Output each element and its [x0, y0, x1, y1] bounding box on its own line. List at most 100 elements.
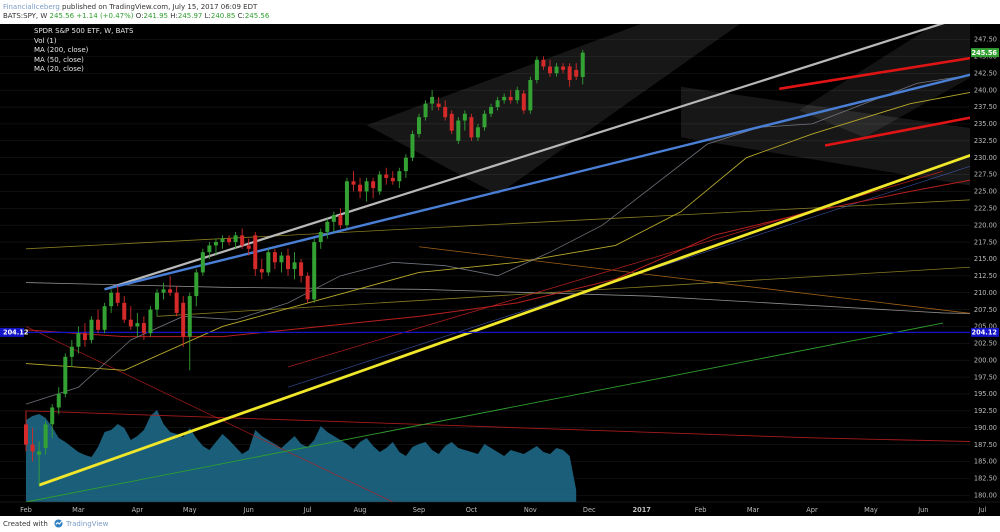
- yellow-fan-line-2: [156, 264, 1000, 317]
- candle-body: [233, 235, 238, 243]
- current-price-badge: 245.56: [972, 49, 998, 57]
- author-link[interactable]: FinancialIceberg: [3, 3, 60, 11]
- candle-body: [462, 113, 467, 121]
- close-label: C:: [237, 12, 245, 20]
- price-axis-label: 182.50: [974, 475, 997, 483]
- publish-line: FinancialIceberg published on TradingVie…: [3, 3, 257, 11]
- close-value: 245.56: [244, 12, 270, 20]
- time-axis-label: Mar: [747, 506, 760, 514]
- price-axis-label: 215.00: [974, 255, 997, 263]
- last-price: 245.56: [49, 12, 75, 20]
- time-axis-label: Nov: [524, 506, 537, 514]
- candle-body: [397, 171, 402, 182]
- time-axis-label: Feb: [695, 506, 707, 514]
- price-axis-label: 222.50: [974, 204, 997, 212]
- gray-trend-line: [104, 24, 945, 291]
- candle-body: [56, 393, 61, 408]
- left-level-badge: 204.12: [3, 329, 29, 337]
- candle-body: [115, 292, 120, 303]
- price-axis-label: 197.50: [974, 373, 997, 381]
- candle-body: [279, 255, 284, 263]
- candle-body: [338, 215, 343, 226]
- price-axis-label: 240.00: [974, 86, 997, 94]
- legend-volume: Vol (1): [34, 36, 57, 45]
- candle-body: [253, 235, 258, 270]
- price-axis-label: 185.00: [974, 458, 997, 466]
- candle-body: [240, 235, 245, 246]
- price-axis-label: 192.50: [974, 407, 997, 415]
- candle-body: [390, 177, 395, 182]
- price-axis-label: 232.50: [974, 137, 997, 145]
- chart-legend: SPDR S&P 500 ETF, W, BATS Vol (1) MA (20…: [34, 27, 133, 75]
- candle-body: [495, 100, 500, 108]
- candle-body: [155, 292, 159, 310]
- price-channel-shade: [366, 24, 740, 195]
- candle-body: [141, 323, 146, 334]
- price-axis-label: 187.50: [974, 441, 997, 449]
- candle-body: [24, 424, 28, 445]
- candle-body: [574, 69, 579, 77]
- level-price-badge: 204.12: [972, 329, 998, 337]
- candle-body: [384, 174, 389, 178]
- time-axis-label: Apr: [806, 506, 818, 514]
- candle-body: [135, 323, 140, 327]
- chart-area[interactable]: 247.50245.00242.50240.00237.50235.00232.…: [0, 24, 1000, 516]
- green-trend-line: [25, 322, 944, 503]
- time-axis-label: Jun: [917, 506, 928, 514]
- candle-body: [109, 292, 114, 307]
- candle-body: [482, 113, 487, 128]
- candle-body: [469, 117, 474, 138]
- candle-body: [541, 59, 546, 67]
- price-axis-label: 220.00: [974, 221, 997, 229]
- candle-body: [410, 134, 415, 158]
- candle-body: [200, 252, 205, 273]
- candle-body: [318, 231, 323, 243]
- candle-body: [534, 59, 539, 81]
- candle-body: [286, 255, 290, 270]
- time-axis-label: Jul: [977, 506, 986, 514]
- high-label: H:: [170, 12, 178, 20]
- volume-area: [26, 410, 577, 502]
- price-axis-label: 230.00: [974, 154, 997, 162]
- candle-body: [417, 117, 421, 135]
- candle-body: [82, 333, 87, 340]
- candle-body: [181, 302, 186, 337]
- tradingview-link[interactable]: TradingView: [66, 520, 109, 528]
- chart-canvas[interactable]: 247.50245.00242.50240.00237.50235.00232.…: [0, 24, 1000, 516]
- candle-body: [69, 346, 74, 357]
- candle-body: [102, 306, 107, 330]
- legend-ma20: MA (20, close): [34, 65, 84, 73]
- candle-body: [423, 103, 428, 118]
- candle-body: [325, 221, 330, 232]
- candle-body: [207, 245, 212, 253]
- change-value: +1.14 (+0.47%): [76, 12, 134, 20]
- candle-body: [30, 444, 35, 452]
- tradingview-logo-icon: [54, 519, 63, 528]
- candle-body: [37, 451, 42, 455]
- low-label: L:: [204, 12, 211, 20]
- time-axis-label: Oct: [466, 506, 478, 514]
- candle-body: [227, 238, 232, 243]
- candle-body: [246, 245, 251, 249]
- candle-body: [567, 66, 572, 81]
- red-channel-bottom-line: [824, 110, 1000, 147]
- price-axis-label: 237.50: [974, 103, 997, 111]
- price-axis-label: 212.50: [974, 272, 997, 280]
- red-channel-top-line: [779, 51, 1000, 91]
- time-axis-label: Feb: [20, 506, 32, 514]
- candle-body: [220, 238, 225, 243]
- candle-body: [508, 96, 513, 101]
- candle-body: [489, 107, 494, 114]
- time-axis-label: Apr: [132, 506, 144, 514]
- candle-body: [515, 90, 520, 101]
- chart-footer: Created with TradingView: [0, 516, 1000, 532]
- current-price-badge-bg: [971, 48, 999, 58]
- time-axis-label: 2017: [633, 506, 652, 514]
- candle-body: [456, 120, 461, 141]
- legend-ma200: MA (200, close): [34, 46, 89, 54]
- left-level-badge-bg: [0, 327, 24, 337]
- price-axis-label: 247.50: [974, 36, 997, 44]
- time-axis-label: May: [864, 506, 878, 514]
- time-axis-label: Mar: [72, 506, 85, 514]
- candle-body: [580, 52, 585, 77]
